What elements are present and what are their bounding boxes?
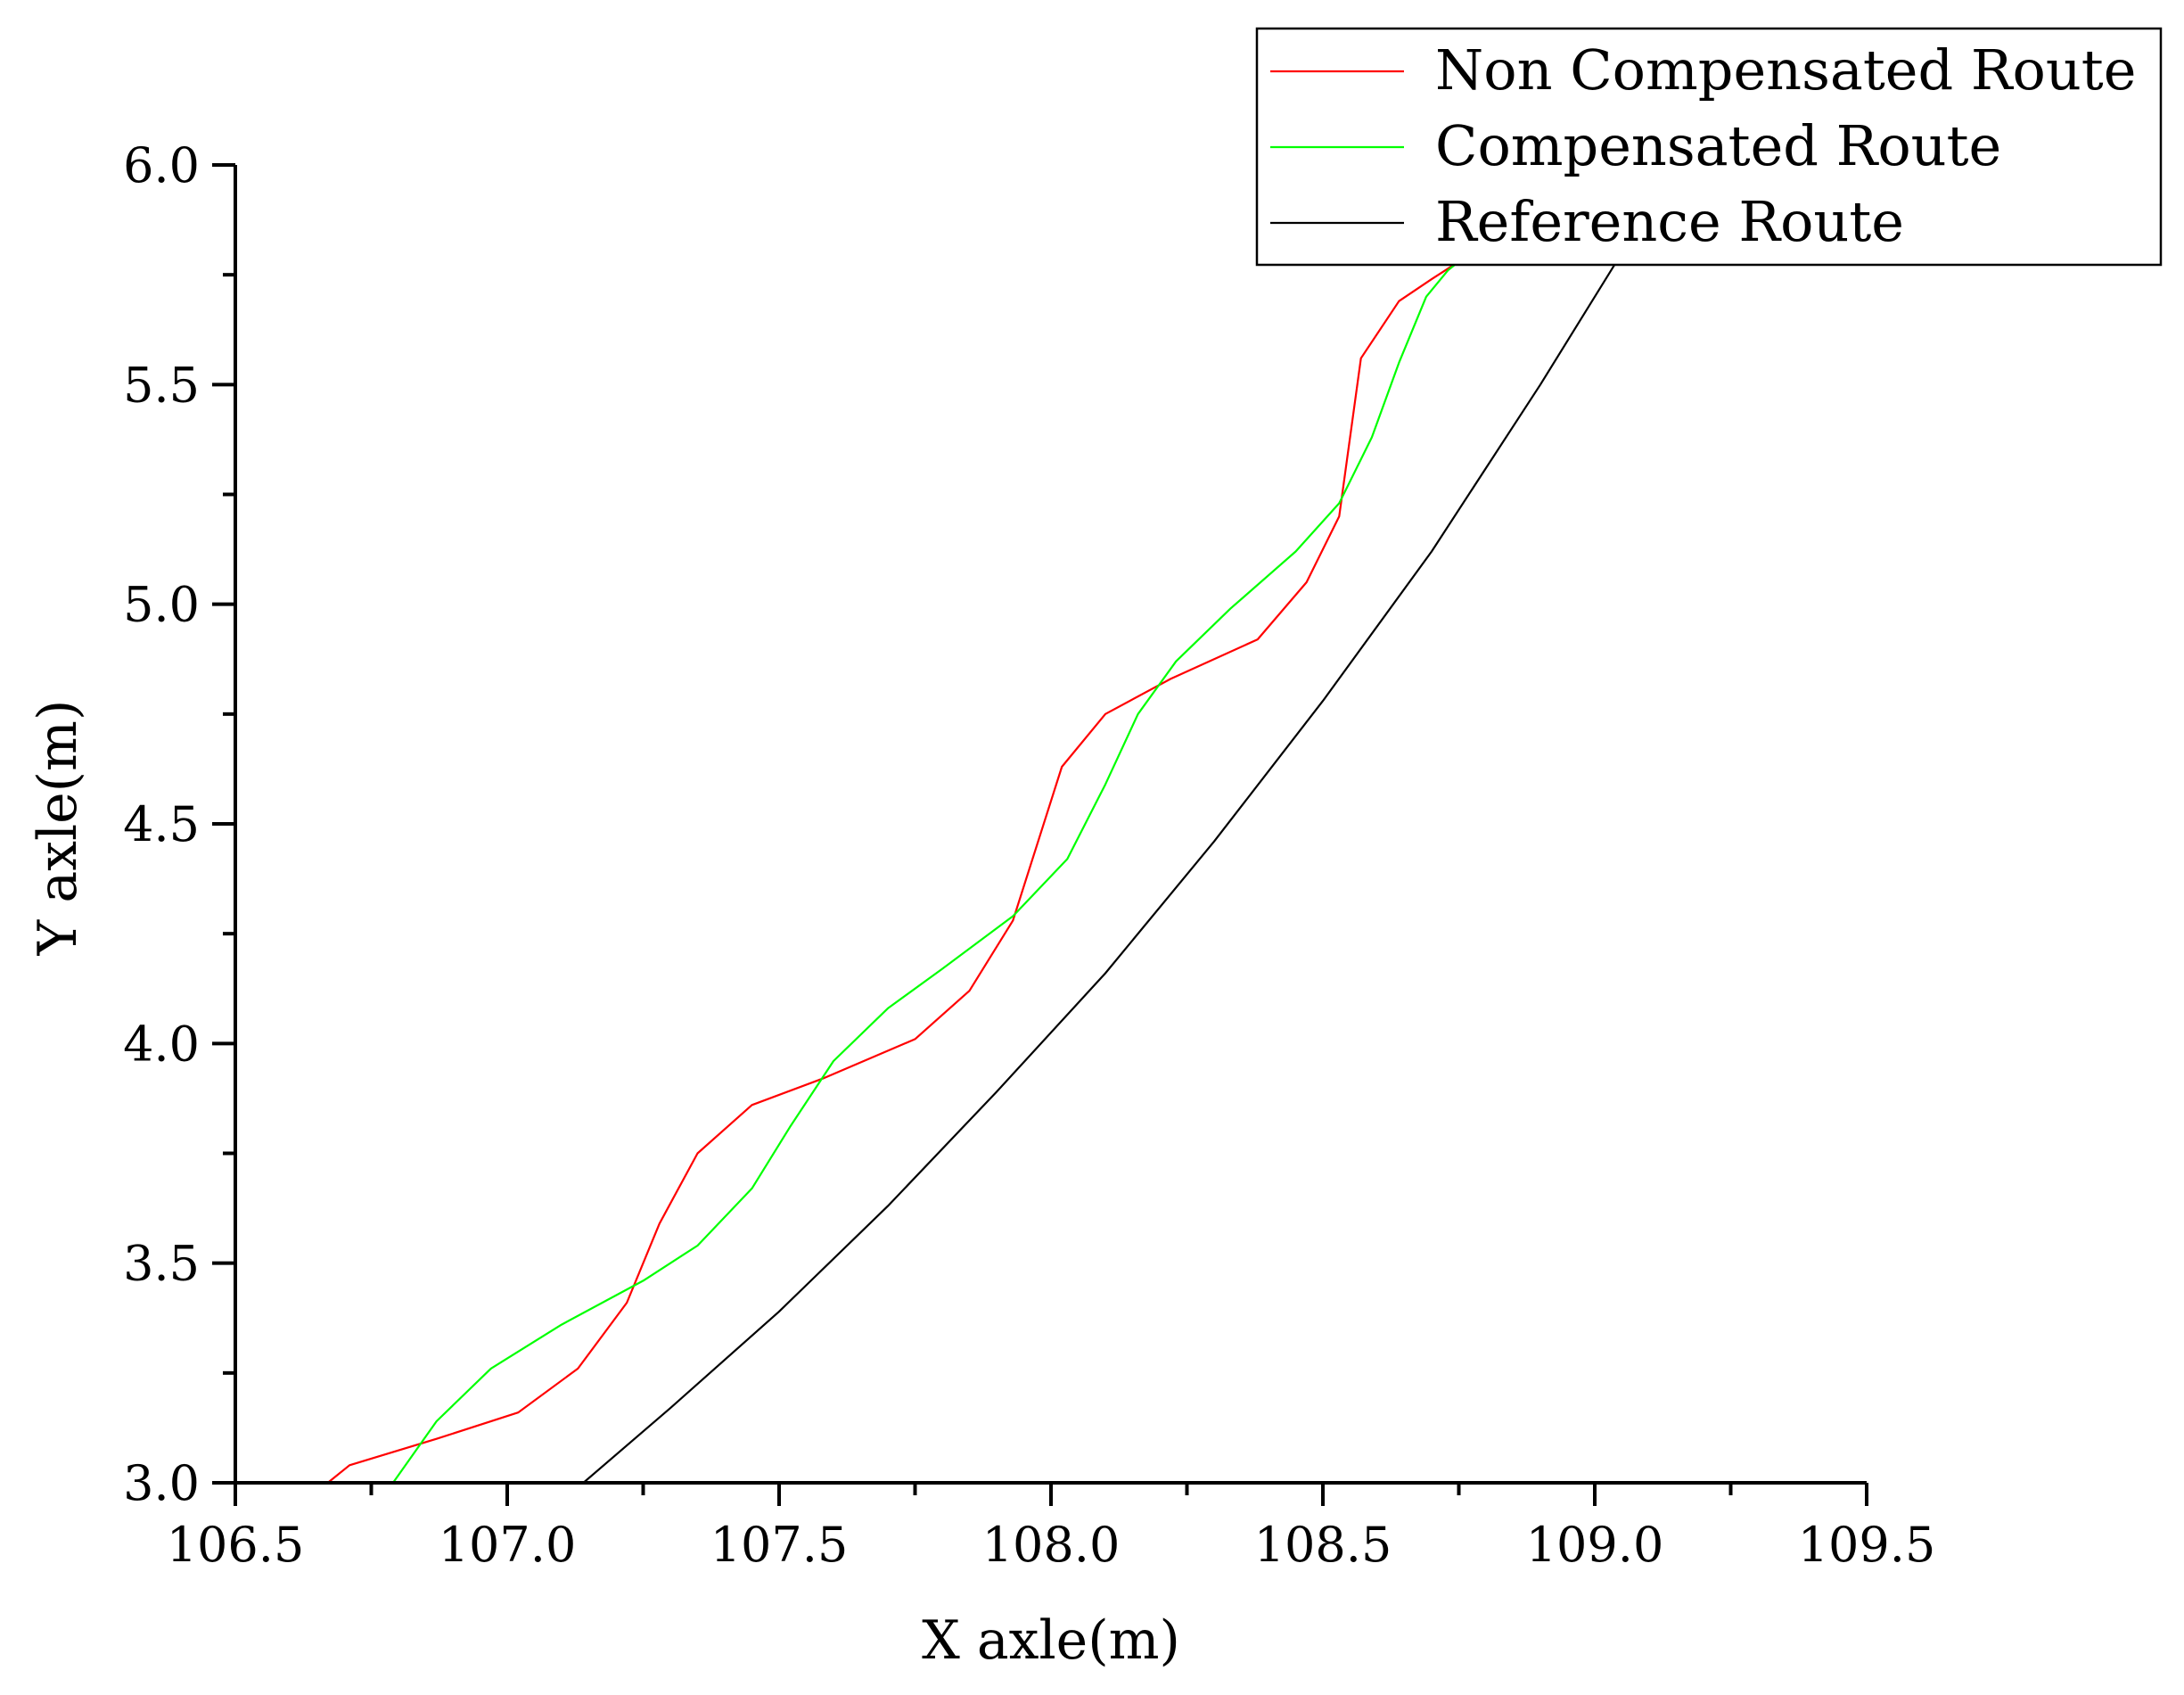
x-tick-label: 109.0 [1526,1517,1664,1573]
y-ticks: 3.0 3.5 4.0 4.5 5.0 5.5 6.0 [123,137,235,1511]
legend-label: Non Compensated Route [1435,37,2136,103]
x-ticks: 106.5 107.0 107.5 108.0 108.5 109.0 109.5 [167,1483,1936,1573]
y-tick-label: 5.0 [123,577,200,633]
y-tick-label: 5.5 [123,357,200,413]
x-tick-label: 107.5 [710,1517,849,1573]
series-layer [327,243,1629,1484]
x-tick-label: 108.0 [982,1517,1121,1573]
legend-label: Reference Route [1435,189,1904,254]
x-tick-label: 107.0 [439,1517,577,1573]
x-tick-label: 106.5 [167,1517,305,1573]
x-tick-label: 109.5 [1798,1517,1936,1573]
legend-box [1255,27,2163,267]
y-tick-label: 4.0 [123,1016,200,1072]
y-tick-label: 6.0 [123,137,200,193]
x-tick-label: 108.5 [1254,1517,1392,1573]
series-line-non-compensated-route [327,260,1460,1484]
y-tick-label: 4.5 [123,796,200,852]
legend: Non Compensated Route Compensated Route Re… [1255,27,2163,267]
legend-label: Compensated Route [1435,113,2001,178]
axes [234,165,1867,1485]
x-axis-title: X axle(m) [922,1609,1180,1672]
y-tick-label: 3.5 [123,1236,200,1292]
y-axis-title: Y axle(m) [27,700,89,957]
y-tick-label: 3.0 [123,1455,200,1511]
series-line-reference-route [582,243,1629,1484]
series-line-compensated-route [392,260,1460,1484]
